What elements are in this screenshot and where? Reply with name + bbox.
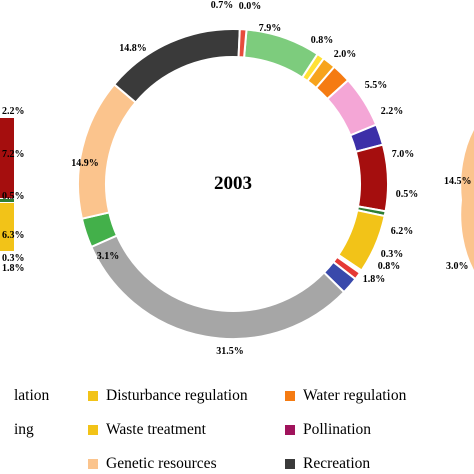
legend-label: Genetic resources — [106, 455, 217, 472]
right-chart-percent-label: 14.5% — [444, 176, 472, 187]
slice-percent-label: 2.2% — [381, 106, 404, 117]
partial-chart-labels: 2.2%7.2%0.5%6.3%0.3%1.8%14.5%3.0% — [2, 106, 472, 274]
left-chart-percent-label: 0.5% — [2, 191, 25, 202]
legend-item: Water regulation — [285, 387, 406, 405]
right-slice-orange — [461, 130, 474, 270]
slice-percent-label: 0.0% — [239, 1, 262, 12]
slice-percent-label: 5.5% — [365, 80, 388, 91]
right-chart-percent-label: 3.0% — [446, 261, 469, 272]
slice-percent-label: 31.5% — [216, 346, 244, 357]
legend-label: Recreation — [303, 455, 371, 472]
donut-slice — [354, 143, 389, 213]
legend-label: Waste treatment — [106, 421, 206, 438]
slice-percent-label: 7.0% — [392, 149, 415, 160]
slice-percent-label: 14.9% — [71, 158, 99, 169]
donut-slice — [77, 83, 138, 220]
left-chart-percent-label: 2.2% — [2, 106, 25, 117]
legend-item: ing — [0, 421, 34, 439]
legend-label: Pollination — [303, 421, 372, 438]
percentage-labels: 7.9%0.8%2.0%5.5%2.2%7.0%0.5%6.2%0.3%0.8%… — [71, 0, 418, 357]
legend-label: Water regulation — [303, 387, 407, 404]
legend-item: Recreation — [285, 455, 370, 473]
legend-item: Waste treatment — [88, 421, 206, 439]
left-chart-percent-label: 6.3% — [2, 230, 25, 241]
slice-percent-label: 6.2% — [391, 226, 414, 237]
slice-percent-label: 0.7% — [211, 0, 234, 11]
slice-percent-label: 0.5% — [396, 189, 419, 200]
legend-swatch — [285, 425, 295, 435]
left-partial-donut — [0, 118, 14, 251]
legend-item: Pollination — [285, 421, 371, 439]
slice-percent-label: 2.0% — [334, 49, 357, 60]
left-chart-percent-label: 0.3% — [2, 253, 25, 264]
legend-swatch — [88, 459, 98, 469]
left-slice-yellow — [0, 203, 14, 251]
legend-swatch — [285, 391, 295, 401]
legend-swatch — [88, 391, 98, 401]
donut-slice — [90, 234, 346, 340]
legend-item: lation — [0, 387, 49, 405]
center-year-label: 2003 — [214, 173, 252, 194]
slice-percent-label: 3.1% — [97, 251, 120, 262]
slice-percent-label: 0.8% — [378, 261, 401, 272]
legend-swatch — [285, 459, 295, 469]
slice-percent-label: 14.8% — [119, 43, 147, 54]
donut-slice — [112, 28, 241, 104]
slice-percent-label: 0.3% — [381, 249, 404, 260]
left-slice-green — [0, 199, 14, 202]
legend-item: Disturbance regulation — [88, 387, 248, 405]
right-partial-donut — [461, 130, 474, 270]
legend-swatch — [88, 425, 98, 435]
slice-percent-label: 0.8% — [311, 35, 334, 46]
legend-label: ing — [14, 421, 34, 438]
donut-slice — [237, 28, 248, 59]
donut-chart-2003 — [77, 28, 389, 340]
left-slice-red — [0, 118, 14, 198]
slice-percent-label: 7.9% — [259, 23, 282, 34]
legend-label: lation — [14, 387, 50, 404]
slice-percent-label: 1.8% — [363, 274, 386, 285]
legend-label: Disturbance regulation — [106, 387, 248, 404]
legend-item: Genetic resources — [88, 455, 217, 473]
left-chart-percent-label: 7.2% — [2, 149, 25, 160]
left-chart-percent-label: 1.8% — [2, 263, 25, 274]
